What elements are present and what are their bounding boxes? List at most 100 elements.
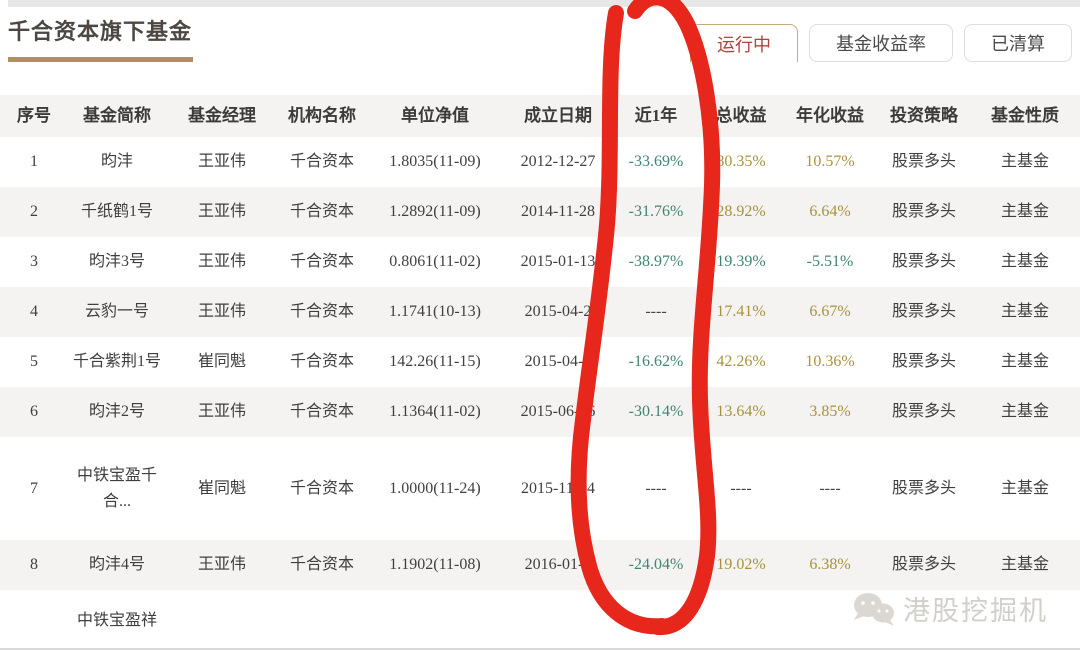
cell-org: 千合资本 — [289, 153, 354, 171]
column-header-manager: 基金经理 — [188, 106, 256, 126]
column-header-strategy: 投资策略 — [890, 106, 958, 126]
cell-name: 昀沣2号 — [88, 403, 145, 421]
cell-name: 中铁宝盈祥 — [76, 612, 157, 630]
cell-y1: ---- — [645, 479, 667, 497]
fund-table-body: 1 昀沣 王亚伟 千合资本 1.8035(11-09) 2012-12-27 -33.69%… — [0, 137, 1080, 650]
column-header-type: 基金性质 — [991, 106, 1059, 126]
column-header-y1: 近1年 — [634, 106, 678, 126]
cell-org: 千合资本 — [289, 479, 354, 497]
table-row: 1 昀沣 王亚伟 千合资本 1.8035(11-09) 2012-12-27 -33.69%… — [0, 137, 1080, 187]
cell-total: 19.02% — [716, 556, 766, 574]
cell-org: 千合资本 — [289, 203, 354, 221]
cell-name: 千合紫荆1号 — [72, 353, 161, 371]
cell-annual: 10.57% — [805, 153, 855, 171]
cell-strategy: 股票多头 — [891, 403, 956, 421]
cell-org: 千合资本 — [289, 353, 354, 371]
table-row: 2 千纸鹤1号 王亚伟 千合资本 1.2892(11-09) 2014-11-28 -31.… — [0, 187, 1080, 237]
cell-strategy: 股票多头 — [891, 479, 956, 497]
page-title: 千合资本旗下基金 — [8, 19, 193, 44]
cell-type: 主基金 — [1000, 153, 1049, 171]
cell-nav: 142.26(11-15) — [389, 353, 481, 371]
cell-y1: -16.62% — [628, 353, 684, 371]
cell-no: 6 — [30, 403, 38, 421]
cell-date: 2012-12-27 — [520, 153, 596, 171]
cell-nav: 1.8035(11-09) — [389, 153, 481, 171]
cell-org: 千合资本 — [289, 403, 354, 421]
cell-total: 19.39% — [716, 253, 766, 271]
cell-type: 主基金 — [1000, 353, 1049, 371]
cell-total: 28.92% — [716, 203, 766, 221]
cell-type: 主基金 — [1000, 403, 1049, 421]
cell-name: 千纸鹤1号 — [80, 203, 153, 221]
cell-name: 昀沣3号 — [88, 253, 145, 271]
cell-strategy: 股票多头 — [891, 253, 956, 271]
cell-y1: -33.69% — [628, 153, 684, 171]
table-row: 4 云豹一号 王亚伟 千合资本 1.1741(10-13) 2015-04-2 ---- 17… — [0, 287, 1080, 337]
cell-date: 2014-11-28 — [520, 203, 596, 221]
cell-name: 昀沣 — [100, 153, 133, 171]
cell-nav: 1.1902(11-08) — [389, 556, 481, 574]
column-header-date: 成立日期 — [524, 106, 592, 126]
tab-fund-returns[interactable]: 基金收益率 — [809, 24, 953, 62]
cell-date: 2015-04-2 — [524, 353, 592, 371]
table-row: 3 昀沣3号 王亚伟 千合资本 0.8061(11-02) 2015-01-13 -38.9… — [0, 237, 1080, 287]
cell-date: 2015-01-13 — [520, 253, 596, 271]
column-header-no: 序号 — [17, 106, 51, 126]
cell-annual: 6.67% — [809, 303, 851, 321]
cell-no: 3 — [30, 253, 38, 271]
cell-total: 80.35% — [716, 153, 766, 171]
cell-annual: ---- — [819, 479, 841, 497]
cell-org: 千合资本 — [289, 253, 354, 271]
table-row: 7 中铁宝盈千合... 崔同魁 千合资本 1.0000(11-24) 2015-11-24… — [0, 437, 1080, 540]
tab-bar: 运行中 基金收益率 已清算 — [690, 24, 1072, 62]
table-row: 8 昀沣4号 王亚伟 千合资本 1.1902(11-08) 2016-01-1 -24.04… — [0, 540, 1080, 590]
cell-date: 2015-11-24 — [520, 479, 596, 497]
cell-org: 千合资本 — [289, 303, 354, 321]
cell-total: 17.41% — [716, 303, 766, 321]
table-row: 5 千合紫荆1号 崔同魁 千合资本 142.26(11-15) 2015-04-2 -16.… — [0, 337, 1080, 387]
cell-y1: -31.76% — [628, 203, 684, 221]
cell-date: 2016-01-1 — [524, 556, 592, 574]
cell-no: 4 — [30, 303, 38, 321]
cell-type: 主基金 — [1000, 253, 1049, 271]
cell-strategy: 股票多头 — [891, 353, 956, 371]
cell-nav: 1.1741(10-13) — [389, 303, 481, 321]
tab-liquidated[interactable]: 已清算 — [964, 24, 1072, 62]
cell-manager: 崔同魁 — [197, 353, 246, 371]
table-row: 6 昀沣2号 王亚伟 千合资本 1.1364(11-02) 2015-06-26 -30.1… — [0, 387, 1080, 437]
top-edge-strip — [8, 0, 1080, 7]
cell-type: 主基金 — [1000, 303, 1049, 321]
cell-type: 主基金 — [1000, 479, 1049, 497]
column-header-name: 基金简称 — [83, 106, 151, 126]
tab-running[interactable]: 运行中 — [690, 24, 798, 62]
cell-no: 2 — [30, 203, 38, 221]
cell-nav: 1.0000(11-24) — [389, 479, 481, 497]
cell-strategy: 股票多头 — [891, 556, 956, 574]
cell-manager: 王亚伟 — [197, 253, 246, 271]
cell-strategy: 股票多头 — [891, 303, 956, 321]
cell-manager: 王亚伟 — [197, 203, 246, 221]
fund-table: 序号 基金简称 基金经理 机构名称 单位净值 成立日期 近1年 总收益 年化收益… — [0, 95, 1080, 650]
wechat-icon — [854, 592, 894, 626]
cell-name: 云豹一号 — [84, 303, 149, 321]
cell-nav: 0.8061(11-02) — [389, 253, 481, 271]
cell-annual: -5.51% — [806, 253, 854, 271]
bottom-edge-line — [0, 648, 1080, 650]
cell-total: ---- — [730, 479, 752, 497]
cell-type: 主基金 — [1000, 203, 1049, 221]
cell-manager: 王亚伟 — [197, 303, 246, 321]
cell-no: 7 — [30, 479, 38, 497]
watermark-label: 港股挖掘机 — [903, 596, 1048, 626]
cell-date: 2015-06-26 — [520, 403, 596, 421]
cell-annual: 3.85% — [809, 403, 851, 421]
cell-no: 8 — [30, 556, 38, 574]
cell-y1: -38.97% — [628, 253, 684, 271]
column-header-nav: 单位净值 — [401, 106, 469, 126]
table-header-row: 序号 基金简称 基金经理 机构名称 单位净值 成立日期 近1年 总收益 年化收益… — [0, 95, 1080, 137]
cell-strategy: 股票多头 — [891, 153, 956, 171]
cell-strategy: 股票多头 — [891, 203, 956, 221]
cell-annual: 10.36% — [805, 353, 855, 371]
cell-type: 主基金 — [1000, 556, 1049, 574]
cell-name: 昀沣4号 — [88, 556, 145, 574]
